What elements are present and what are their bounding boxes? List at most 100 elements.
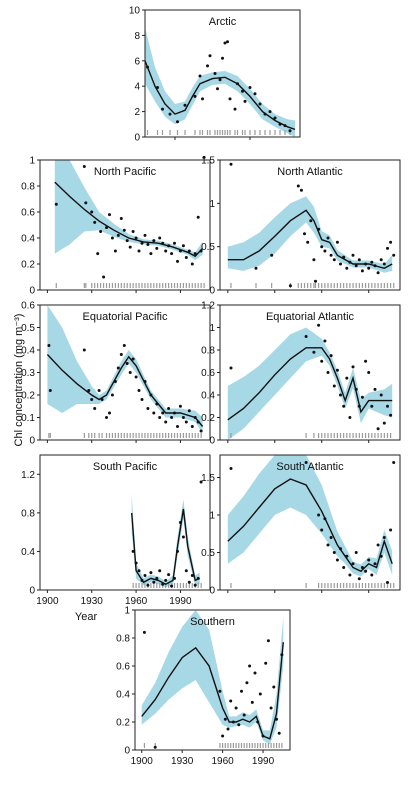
data-point	[149, 252, 153, 256]
y-tick-label: 8	[134, 31, 140, 42]
panel-title: Equatorial Pacific	[83, 311, 168, 323]
data-point	[183, 103, 187, 107]
data-point	[389, 240, 393, 244]
data-point	[323, 339, 327, 343]
data-point	[170, 416, 174, 419]
data-point	[329, 253, 333, 257]
data-point	[229, 699, 233, 703]
panel-title: Arctic	[209, 16, 237, 28]
y-tick-label: 0.4	[116, 690, 130, 701]
data-point	[296, 184, 300, 188]
data-point	[143, 233, 147, 237]
panel-title: North Pacific	[94, 166, 157, 178]
x-tick-label: 1960	[211, 756, 234, 767]
data-point	[190, 425, 194, 428]
data-point	[134, 236, 138, 240]
data-point	[97, 389, 101, 392]
data-point	[134, 375, 138, 379]
data-point	[389, 528, 393, 532]
data-point	[351, 562, 355, 566]
data-point	[248, 664, 252, 668]
y-tick-label: 0	[209, 286, 215, 297]
data-point	[309, 219, 313, 223]
data-point	[158, 569, 162, 573]
data-point	[266, 639, 270, 643]
data-point	[376, 427, 380, 431]
data-point	[190, 262, 194, 266]
data-point	[392, 253, 396, 257]
data-point	[229, 467, 233, 470]
data-point	[370, 404, 374, 408]
confidence-band	[47, 305, 203, 434]
y-tick-label: 6	[134, 56, 140, 67]
data-point	[312, 258, 316, 262]
data-point	[125, 239, 129, 243]
y-tick-label: 0.5	[201, 242, 215, 253]
y-tick-label: 1.5	[201, 473, 215, 484]
fitted-line	[131, 508, 200, 585]
data-point	[93, 220, 97, 224]
data-point	[329, 354, 333, 358]
data-point	[193, 252, 197, 256]
data-point	[196, 215, 200, 219]
data-point	[146, 583, 150, 587]
data-point	[187, 249, 191, 253]
fitted-line	[227, 478, 393, 573]
data-point	[299, 188, 303, 192]
data-point	[131, 357, 135, 361]
y-tick-label: 0	[124, 746, 130, 757]
data-point	[326, 236, 330, 240]
data-point	[125, 362, 129, 365]
data-point	[128, 245, 132, 249]
data-point	[164, 420, 168, 424]
data-point	[354, 264, 358, 268]
data-point	[379, 258, 383, 262]
data-point	[201, 97, 204, 101]
data-point	[119, 353, 123, 356]
data-point	[221, 56, 224, 60]
confidence-band	[227, 196, 393, 273]
data-point	[202, 155, 206, 159]
data-point	[326, 543, 330, 547]
data-point	[250, 700, 254, 704]
data-point	[229, 366, 233, 370]
y-tick-label: 0.4	[21, 547, 35, 558]
data-point	[345, 266, 349, 270]
data-point	[268, 110, 272, 114]
data-point	[270, 253, 274, 257]
data-point	[173, 241, 176, 245]
data-point	[364, 569, 368, 573]
x-tick-label: 1900	[131, 756, 154, 767]
y-tick-label: 0	[209, 436, 215, 447]
data-point	[253, 92, 257, 96]
data-point	[228, 97, 232, 101]
panel-frame	[39, 454, 211, 591]
data-point	[54, 202, 58, 206]
fitted-line	[144, 60, 296, 131]
panel-title: Equatorial Atlantic	[266, 311, 355, 323]
x-tick-label: 1990	[169, 596, 192, 607]
data-point	[386, 581, 389, 584]
y-tick-label: 1	[209, 323, 215, 334]
x-axis-title: Year	[75, 611, 98, 623]
y-tick-label: 10	[129, 6, 141, 17]
y-tick-label: 0.4	[21, 234, 35, 245]
data-point	[140, 398, 144, 401]
data-point	[155, 246, 159, 250]
y-tick-label: 0.1	[21, 413, 35, 424]
data-point	[367, 266, 371, 270]
data-point	[164, 578, 168, 582]
y-tick-label: 0.8	[21, 508, 35, 519]
x-tick-label: 1930	[171, 756, 194, 767]
data-point	[193, 583, 197, 587]
y-tick-label: 2	[134, 107, 140, 118]
data-point	[116, 233, 120, 237]
data-point	[187, 580, 191, 584]
data-point	[206, 64, 209, 68]
data-point	[122, 228, 126, 232]
y-tick-label: 1.2	[201, 301, 215, 312]
data-point	[364, 359, 368, 363]
data-point	[342, 566, 346, 569]
data-point	[254, 266, 258, 270]
data-point	[304, 461, 308, 464]
